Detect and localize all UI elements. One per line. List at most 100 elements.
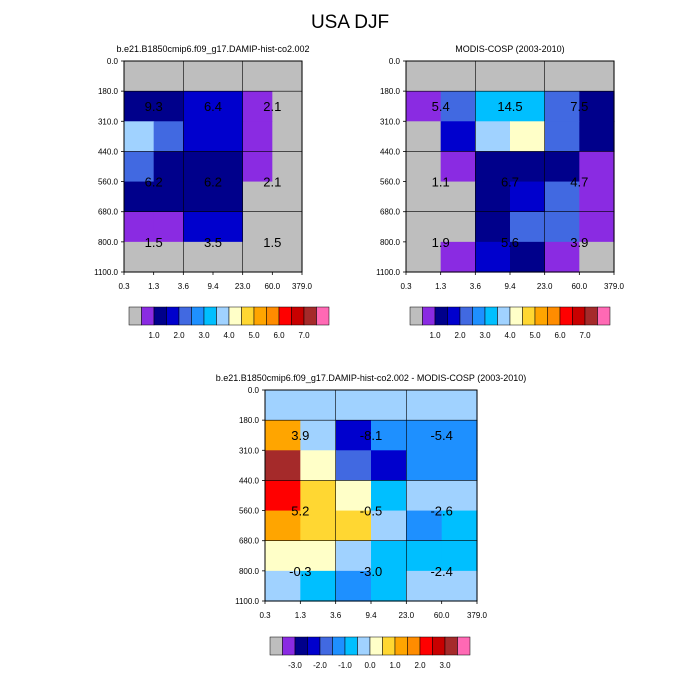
colorbar-swatch: [447, 306, 461, 326]
heatmap-cell: [371, 540, 407, 572]
x-tick-label: 379.0: [292, 282, 313, 291]
colorbar-swatch: [319, 636, 333, 656]
x-tick-label: 60.0: [572, 282, 588, 291]
heatmap-cell: [213, 61, 244, 92]
y-tick-label: 310.0: [98, 117, 119, 126]
heatmap-cell: [406, 121, 442, 153]
colorbar-swatch: [266, 306, 280, 326]
heatmap-cell: [153, 181, 184, 213]
colorbar-swatch: [422, 306, 436, 326]
heatmap-cell: [544, 211, 580, 243]
heatmap-cell: [441, 570, 478, 602]
colorbar-swatch: [409, 306, 423, 326]
heatmap-cell: [183, 241, 214, 273]
heatmap-cell: [441, 480, 478, 512]
heatmap-cell: [475, 211, 511, 243]
data-label: 1.1: [432, 175, 450, 190]
y-tick-label: 440.0: [380, 147, 401, 156]
heatmap-cell: [213, 91, 244, 122]
data-label: 9.3: [145, 99, 163, 114]
heatmap-cell: [213, 211, 244, 243]
heatmap-cell: [265, 480, 301, 512]
panel-title: b.e21.B1850cmip6.f09_g17.DAMIP-hist-co2.…: [116, 44, 309, 54]
colorbar-swatch: [534, 306, 548, 326]
heatmap-cell: [242, 121, 273, 153]
y-tick-label: 180.0: [380, 87, 401, 96]
colorbar-swatch: [278, 306, 292, 326]
heatmap-cell: [406, 61, 442, 92]
heatmap-cell: [272, 211, 303, 243]
colorbar-swatch: [369, 636, 383, 656]
heatmap-cell: [335, 570, 372, 602]
colorbar-swatch: [332, 636, 346, 656]
heatmap-cell: [475, 241, 511, 273]
heatmap-cell: [183, 211, 214, 243]
x-tick-label: 3.6: [178, 282, 190, 291]
heatmap-cell: [272, 151, 303, 183]
x-tick-label: 9.4: [504, 282, 516, 291]
heatmap-cell: [579, 61, 615, 92]
heatmap-cell: [510, 151, 546, 183]
colorbar-swatch: [434, 306, 448, 326]
heatmap-cell: [406, 480, 443, 512]
heatmap-cell: [579, 211, 615, 243]
x-tick-label: 379.0: [467, 611, 488, 620]
colorbar-swatch: [303, 306, 317, 326]
heatmap-cell: [335, 450, 372, 482]
heatmap-cell: [272, 241, 303, 273]
heatmap-cell: [475, 151, 511, 183]
heatmap-cell: [406, 450, 443, 482]
panel-title: b.e21.B1850cmip6.f09_g17.DAMIP-hist-co2.…: [216, 373, 527, 383]
heatmap-cell: [153, 241, 184, 273]
y-tick-label: 1100.0: [94, 268, 118, 277]
colorbar-swatch: [407, 636, 421, 656]
heatmap-cell: [406, 390, 443, 421]
heatmap-cell: [335, 540, 372, 572]
heatmap-cell: [124, 121, 155, 153]
heatmap-cell: [183, 91, 214, 122]
colorbar-swatch: [307, 636, 321, 656]
data-label: 3.9: [291, 428, 309, 443]
data-label: -8.1: [360, 428, 382, 443]
heatmap-cell: [272, 61, 303, 92]
colorbar-swatch: [509, 306, 523, 326]
heatmap-cell: [153, 121, 184, 153]
heatmap-cell: [510, 121, 546, 153]
heatmap-cell: [406, 510, 443, 542]
data-label: 2.1: [263, 175, 281, 190]
heatmap-cell: [124, 241, 155, 273]
colorbar-swatch: [166, 306, 180, 326]
heatmap-cell: [183, 61, 214, 92]
colorbar-swatch: [484, 306, 498, 326]
heatmap-cell: [440, 241, 476, 273]
x-tick-label: 23.0: [235, 282, 251, 291]
colorbar-label: 0.0: [364, 661, 376, 670]
heatmap-cell: [242, 91, 273, 122]
heatmap-cell: [441, 420, 478, 451]
heatmap-cell: [371, 420, 407, 451]
heatmap-cell: [510, 181, 546, 213]
heatmap-cell: [183, 181, 214, 213]
y-tick-label: 310.0: [380, 117, 401, 126]
colorbar-label: 6.0: [554, 331, 566, 340]
colorbar-label: 7.0: [579, 331, 591, 340]
colorbar-diff: -3.0 -2.0 -1.0 0.0 1.0 2.0 3.0: [269, 636, 471, 670]
x-tick-label: 9.4: [365, 611, 377, 620]
heatmap-cell: [441, 510, 478, 542]
colorbar-swatch: [357, 636, 371, 656]
colorbar-swatch: [294, 636, 308, 656]
colorbar-swatch: [291, 306, 305, 326]
heatmap-cell: [440, 91, 476, 122]
heatmap-cell: [153, 91, 184, 122]
colorbar-label: 2.0: [414, 661, 426, 670]
colorbar-label: -1.0: [338, 661, 352, 670]
y-tick-label: 440.0: [98, 147, 119, 156]
x-tick-label: 0.3: [400, 282, 412, 291]
colorbar-label: -2.0: [313, 661, 327, 670]
colorbar-label: 7.0: [298, 331, 310, 340]
data-label: 1.5: [263, 235, 281, 250]
colorbar-model: 1.0 2.0 3.0 4.0 5.0 6.0 7.0: [128, 306, 330, 340]
heatmap-cell: [153, 211, 184, 243]
y-tick-label: 1100.0: [376, 268, 400, 277]
x-tick-label: 60.0: [265, 282, 281, 291]
